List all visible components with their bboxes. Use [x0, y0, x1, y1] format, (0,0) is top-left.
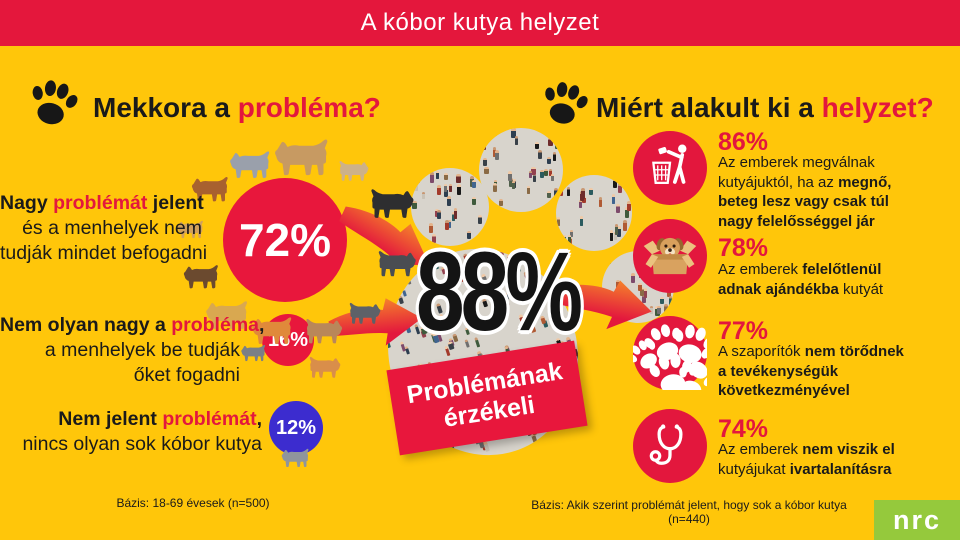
- icon-circle-breeders: [633, 316, 707, 390]
- stat-value-86: 86%: [718, 128, 769, 156]
- dog-icon: [374, 250, 418, 279]
- basis-note-left: Bázis: 18-69 évesek (n=500): [116, 496, 270, 510]
- stat-text-breeders: A szaporítók nem törődnek a tevékenységük…: [718, 343, 904, 399]
- stat-text-gift: Az emberek felelőtlenül adnak ajándékba k…: [718, 261, 884, 298]
- stat-value-72: 72%: [223, 178, 347, 302]
- stat-value-77: 77%: [718, 317, 769, 345]
- stat-text-abandon: Az emberek megválnak kutyájuktól, ha az m…: [718, 154, 892, 230]
- right-section-heading: Miért alakult ki a helyzet?: [596, 92, 934, 123]
- nrc-logo-text: nrc: [892, 504, 942, 535]
- dog-icon: [280, 448, 312, 469]
- stat-text-large-problem: Nagy problémát jelent és a menhelyek nem t…: [0, 192, 208, 264]
- dog-icon: [272, 138, 334, 179]
- crowd-collage-toe: [411, 168, 489, 246]
- dog-icon: [306, 356, 342, 380]
- dog-icon: [346, 302, 382, 326]
- stethoscope-icon: [649, 424, 683, 465]
- stat-text-neuter: Az emberek nem viszik el kutyájukat ivart…: [718, 441, 895, 478]
- stat-value-88: 88%: [416, 229, 583, 354]
- paw-icon: [531, 72, 597, 137]
- basis-note-right: Bázis: Akik szerint problémát jelent, ho…: [531, 498, 847, 526]
- stat-value-78: 78%: [718, 234, 769, 262]
- dog-icon: [336, 160, 370, 183]
- crowd-collage-toe: [479, 128, 563, 212]
- stat-value-12: 12%: [269, 401, 323, 455]
- dog-icon: [228, 150, 274, 181]
- page-title: A kóbor kutya helyzet: [360, 9, 600, 36]
- icon-circle-neuter: [633, 409, 707, 483]
- crowd-collage-toe: [556, 175, 632, 251]
- litter-person-trash-icon: [652, 144, 687, 185]
- dog-icon: [302, 318, 344, 346]
- icon-circle-gift: [633, 219, 707, 293]
- stat-text-no-problem: Nem jelent problémát, nincs olyan sok kób…: [22, 408, 262, 455]
- icon-circle-abandon: [633, 131, 707, 205]
- dog-in-box-icon: [643, 237, 697, 275]
- paw-icon: [18, 70, 88, 138]
- dog-icon: [240, 344, 268, 363]
- dog-icon: [182, 264, 222, 291]
- header-bar: A kóbor kutya helyzet: [0, 0, 960, 46]
- left-section-heading: Mekkora a probléma?: [93, 92, 381, 123]
- stat-value-74: 74%: [718, 415, 769, 443]
- dog-icon: [366, 188, 416, 221]
- nrc-logo: nrc: [874, 500, 960, 540]
- stat-text-not-big-problem: Nem olyan nagy a probléma, a menhelyek be…: [0, 314, 265, 386]
